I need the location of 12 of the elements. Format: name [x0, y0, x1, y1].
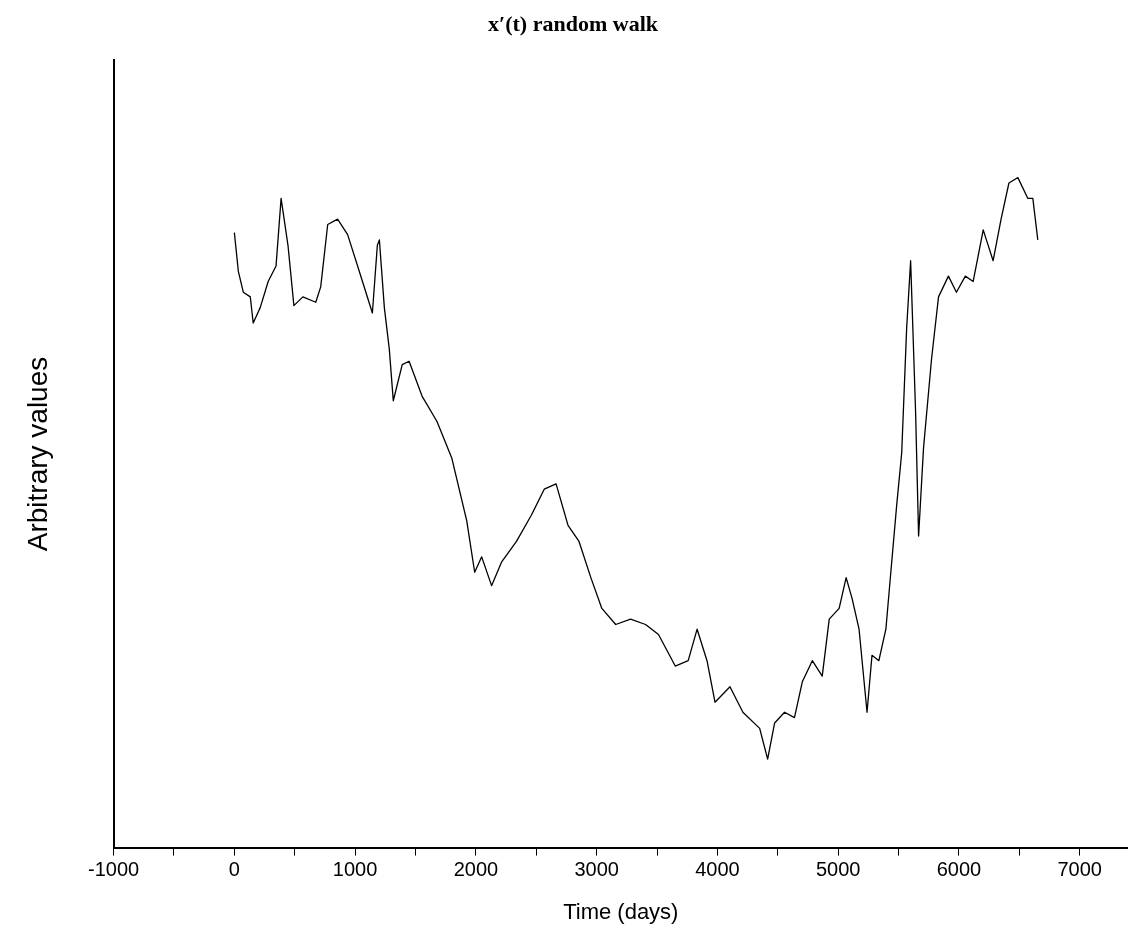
x-tick-label: 1000	[332, 858, 378, 881]
y-axis-title: Arbitrary values	[21, 356, 53, 552]
x-tick-label: 5000	[815, 858, 861, 881]
x-tick-label: 2000	[453, 858, 499, 881]
x-tick-label: 6000	[936, 858, 982, 881]
x-tick-label: 4000	[695, 858, 740, 881]
x-tick-label: 7000	[1057, 858, 1102, 881]
x-tick-label: -1000	[88, 858, 140, 881]
x-tick-label: 3000	[574, 858, 619, 881]
chart-title: x′(t) random walk	[488, 10, 659, 36]
x-tick-label: 0	[228, 858, 240, 881]
x-axis-title: Time (days)	[563, 898, 679, 924]
